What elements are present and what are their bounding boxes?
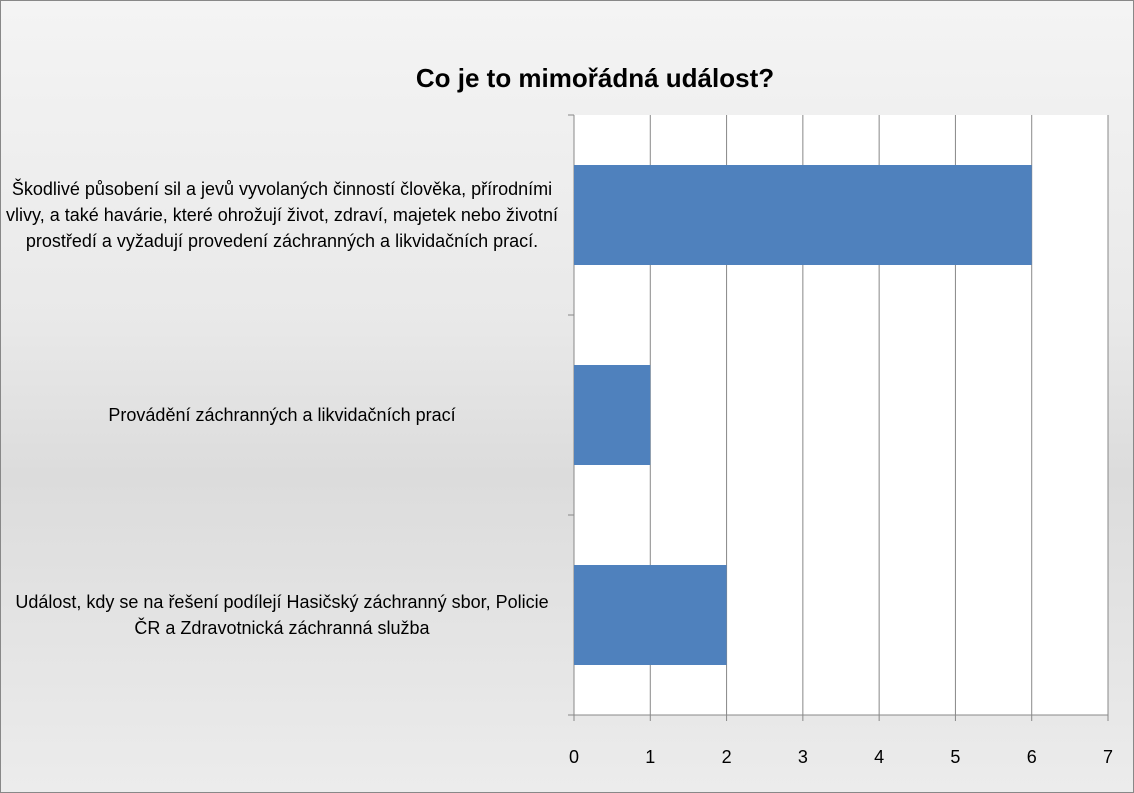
y-tick-label: Škodlivé působení sil a jevů vyvolaných … <box>6 179 558 251</box>
x-tick-label: 0 <box>569 747 579 767</box>
bar <box>574 365 651 465</box>
x-tick-label: 6 <box>1027 747 1037 767</box>
x-tick-label: 2 <box>722 747 732 767</box>
bar <box>574 165 1032 265</box>
x-tick-label: 4 <box>874 747 884 767</box>
chart-title: Co je to mimořádná událost? <box>416 63 774 93</box>
x-tick-label: 3 <box>798 747 808 767</box>
x-tick-label: 7 <box>1103 747 1113 767</box>
y-tick-label: Provádění záchranných a likvidačních pra… <box>108 405 456 425</box>
y-tick-label: Událost, kdy se na řešení podílejí Hasič… <box>15 592 549 638</box>
bar <box>574 565 727 665</box>
x-tick-label: 5 <box>950 747 960 767</box>
x-tick-label: 1 <box>645 747 655 767</box>
